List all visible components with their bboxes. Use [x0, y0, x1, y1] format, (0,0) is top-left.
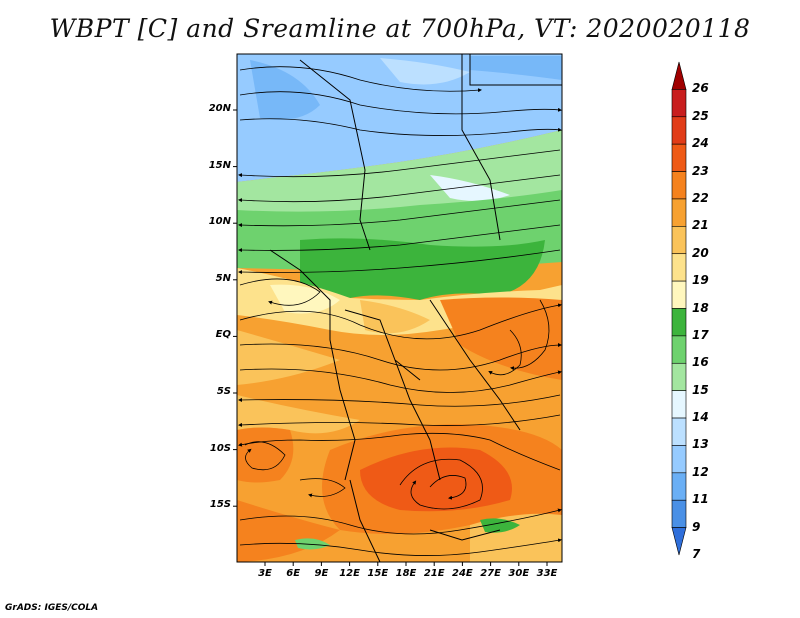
map-title: WBPT [C] and Sreamline at 700hPa, VT: 20…	[49, 14, 751, 43]
colorbar-swatch-23	[671, 143, 687, 172]
grads-credit: GrADS: IGES/COLA	[5, 603, 99, 613]
colorbar-label-25: 25	[692, 108, 709, 123]
colorbar-label-11: 11	[692, 492, 709, 507]
wbpt-field	[237, 54, 562, 562]
colorbar-swatch-14	[671, 390, 687, 419]
colorbar-label-7: 7	[692, 547, 701, 561]
lat-label-15s: 15S	[209, 499, 231, 511]
colorbar-swatch-25	[671, 89, 687, 118]
lon-label-9e: 9E	[314, 568, 329, 579]
wbpt-12-band	[237, 54, 562, 182]
country-borders	[269, 54, 562, 562]
lon-label-21e: 21E	[423, 568, 445, 579]
colorbar-label-16: 16	[692, 355, 709, 370]
colorbar-label-14: 14	[692, 410, 709, 425]
latitude-ticks	[233, 109, 237, 507]
colorbar-swatch-7	[671, 527, 687, 556]
wbpt-17-band	[300, 238, 545, 300]
colorbar-label-19: 19	[692, 273, 709, 288]
colorbar-label-26: 26	[692, 81, 709, 96]
colorbar-swatch-24	[671, 116, 687, 145]
colorbar-label-17: 17	[692, 327, 709, 342]
wbpt-17-patch-se	[480, 518, 520, 533]
wbpt-22-patch-w	[237, 427, 294, 483]
wbpt-13-patch	[380, 58, 470, 85]
colorbar-swatch-17	[671, 308, 687, 337]
colorbar-label-18: 18	[692, 300, 709, 315]
colorbar-swatch-18	[671, 280, 687, 309]
lat-label-10s: 10S	[209, 442, 231, 454]
lon-label-15e: 15E	[367, 568, 389, 579]
wbpt-11-patch-ne	[470, 56, 562, 80]
wbpt-23-core	[360, 447, 512, 512]
wbpt-16-patch-sw	[295, 538, 330, 550]
wbpt-11-patch	[250, 60, 320, 120]
colorbar-label-24: 24	[692, 136, 709, 151]
colorbar-swatch-19	[671, 253, 687, 282]
lon-label-6e: 6E	[286, 568, 301, 579]
colorbar-label-12: 12	[692, 464, 709, 479]
lat-label-5n: 5N	[215, 272, 231, 284]
colorbar-swatch-20	[671, 226, 687, 255]
colorbar-label-22: 22	[692, 190, 709, 205]
colorbar-swatch-21	[671, 198, 687, 227]
colorbar-label-9: 9	[692, 519, 701, 534]
lon-label-24e: 24E	[452, 568, 473, 579]
colorbar-swatch-16	[671, 335, 687, 364]
lon-label-33e: 33E	[536, 568, 558, 579]
colorbar	[671, 61, 687, 556]
colorbar-label-13: 13	[692, 437, 709, 452]
lat-label-5s: 5S	[216, 386, 231, 397]
colorbar-label-23: 23	[692, 163, 709, 178]
lon-label-3e: 3E	[258, 568, 272, 579]
longitude-ticks	[264, 562, 548, 566]
lat-label-eq: EQ	[215, 329, 231, 341]
colorbar-swatch-13	[671, 417, 687, 446]
wbpt-20-patch	[360, 300, 430, 334]
lat-label-10n: 10N	[208, 216, 231, 228]
plot-frame	[236, 53, 563, 563]
wbpt-14-patch	[430, 175, 510, 201]
colorbar-label-21: 21	[692, 218, 709, 233]
wbpt-22-patch-e	[440, 297, 562, 380]
lon-label-27e: 27E	[480, 568, 501, 579]
colorbar-swatch-15	[671, 362, 687, 391]
lon-label-30e: 30E	[508, 568, 530, 579]
colorbar-label-20: 20	[692, 245, 709, 260]
lat-label-20n: 20N	[208, 103, 231, 114]
colorbar-swatch-9	[671, 499, 687, 528]
wbpt-22-patch-sw	[237, 500, 340, 562]
colorbar-swatch-12	[671, 445, 687, 474]
lat-label-15n: 15N	[208, 159, 231, 171]
colorbar-swatch-26	[671, 61, 687, 90]
colorbar-swatch-11	[671, 472, 687, 501]
lon-label-12e: 12E	[339, 568, 360, 579]
streamlines	[238, 66, 562, 556]
lon-label-18e: 18E	[395, 568, 417, 579]
colorbar-swatch-22	[671, 171, 687, 200]
colorbar-label-15: 15	[692, 382, 709, 397]
